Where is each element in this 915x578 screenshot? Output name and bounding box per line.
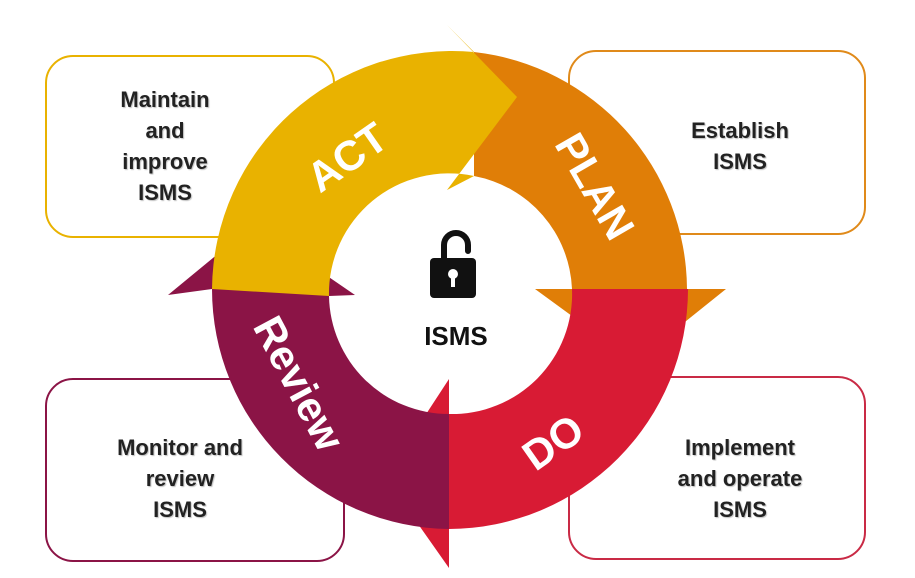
do-arc (385, 289, 688, 568)
do-line-2: and operate (677, 466, 803, 491)
act-line-1: Maintain (120, 87, 210, 112)
review-description: Monitor and review ISMS (85, 432, 275, 525)
plan-description: Establish ISMS (665, 115, 815, 177)
review-arc (168, 225, 449, 529)
act-description: Maintain and improve ISMS (90, 84, 240, 208)
do-description: Implement and operate ISMS (650, 432, 830, 525)
review-line-3: ISMS (153, 497, 207, 522)
plan-arc (474, 52, 726, 362)
act-line-2: and (145, 118, 185, 143)
act-arc (212, 25, 517, 296)
review-line-2: review (145, 466, 215, 491)
unlocked-padlock-icon (430, 230, 476, 298)
review-line-1: Monitor and (117, 435, 243, 460)
act-line-4: ISMS (138, 180, 192, 205)
plan-line-1: Establish (691, 118, 789, 143)
act-line-3: improve (122, 149, 208, 174)
do-line-1: Implement (684, 435, 796, 460)
center-label: ISMS (424, 321, 488, 351)
plan-line-2: ISMS (713, 149, 767, 174)
do-line-3: ISMS (713, 497, 767, 522)
